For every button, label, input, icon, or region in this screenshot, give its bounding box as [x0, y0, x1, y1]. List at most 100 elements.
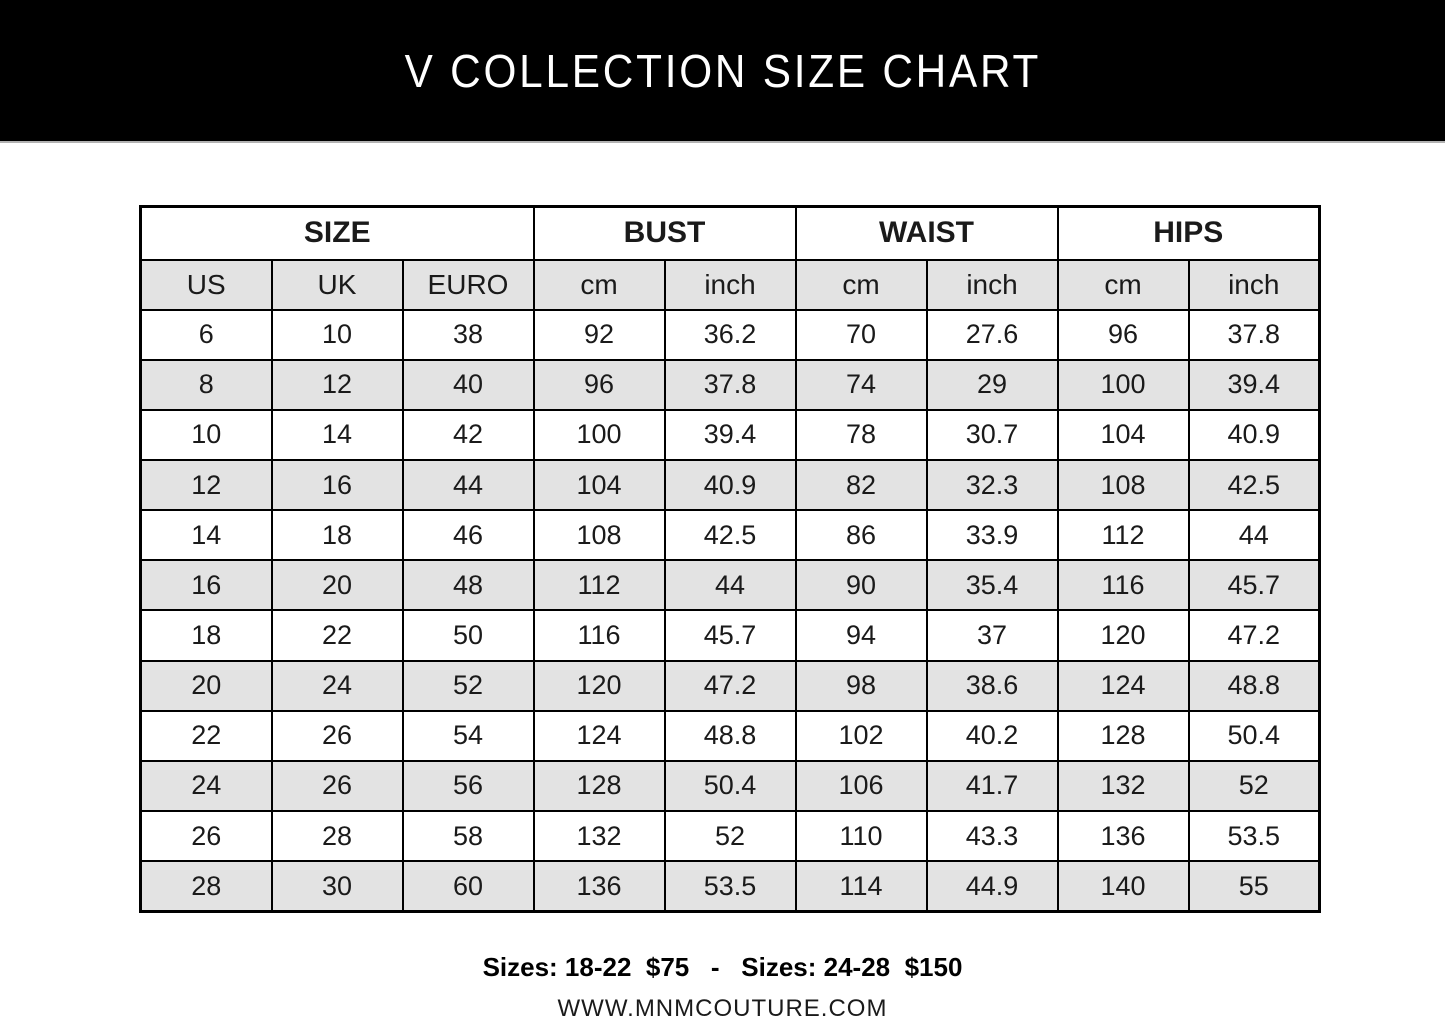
size-chart-table: SIZE BUST WAIST HIPS US UK EURO cm inch cm inch cm… — [139, 205, 1322, 913]
cell: 8 — [139, 358, 273, 411]
cell: 44 — [1187, 509, 1321, 562]
table-row: 8 12 40 96 37.8 74 29 100 39.4 — [139, 358, 1321, 411]
cell: 42.5 — [663, 509, 797, 562]
cell: 14 — [270, 408, 404, 461]
cell: 48.8 — [663, 709, 797, 762]
cell: 104 — [1056, 408, 1190, 461]
pricing-note: Sizes: 18-22 $75 - Sizes: 24-28 $150 — [482, 952, 963, 982]
cell: 48 — [401, 559, 535, 612]
cell: 18 — [270, 509, 404, 562]
cell: 45.7 — [663, 609, 797, 662]
cell: 102 — [794, 709, 928, 762]
cell: 52 — [1187, 759, 1321, 813]
cell: 94 — [794, 609, 928, 662]
column-header-6-inch: inch — [925, 258, 1059, 311]
group-header-bust: BUST — [532, 205, 797, 261]
cell: 42.5 — [1187, 458, 1321, 512]
cell: 116 — [532, 609, 666, 662]
cell: 20 — [139, 659, 273, 712]
cell: 60 — [401, 860, 535, 913]
cell: 136 — [532, 860, 666, 913]
cell: 106 — [794, 759, 928, 813]
cell: 110 — [794, 810, 928, 863]
cell: 128 — [532, 759, 666, 813]
cell: 12 — [139, 458, 273, 512]
cell: 40.9 — [1187, 408, 1321, 461]
cell: 24 — [139, 759, 273, 813]
cell: 40.2 — [925, 709, 1059, 762]
page-title: V COLLECTION SIZE CHART — [404, 44, 1041, 97]
cell: 16 — [270, 458, 404, 512]
table-row: 26 28 58 132 52 110 43.3 136 53.5 — [139, 810, 1321, 863]
cell: 38 — [401, 308, 535, 361]
cell: 44 — [401, 458, 535, 512]
cell: 112 — [1056, 509, 1190, 562]
cell: 120 — [1056, 609, 1190, 662]
cell: 104 — [532, 458, 666, 512]
group-header-size: SIZE — [139, 205, 535, 261]
cell: 47.2 — [663, 659, 797, 712]
cell: 114 — [794, 860, 928, 913]
cell: 53.5 — [663, 860, 797, 913]
cell: 39.4 — [1187, 358, 1321, 411]
cell: 37 — [925, 609, 1059, 662]
cell: 40.9 — [663, 458, 797, 512]
cell: 47.2 — [1187, 609, 1321, 662]
cell: 56 — [401, 759, 535, 813]
cell: 22 — [139, 709, 273, 762]
cell: 41.7 — [925, 759, 1059, 813]
table-row: 12 16 44 104 40.9 82 32.3 108 42.5 — [139, 458, 1321, 512]
column-header-0-us: US — [139, 258, 273, 311]
cell: 50.4 — [1187, 709, 1321, 762]
column-header-3-cm: cm — [532, 258, 666, 311]
cell: 96 — [1056, 308, 1190, 361]
cell: 48.8 — [1187, 659, 1321, 712]
table-row: 14 18 46 108 42.5 86 33.9 112 44 — [139, 509, 1321, 562]
cell: 24 — [270, 659, 404, 712]
cell: 124 — [1056, 659, 1190, 712]
cell: 6 — [139, 308, 273, 361]
cell: 10 — [270, 308, 404, 361]
cell: 22 — [270, 609, 404, 662]
group-header-hips: HIPS — [1056, 205, 1321, 261]
cell: 37.8 — [1187, 308, 1321, 361]
cell: 55 — [1187, 860, 1321, 913]
cell: 12 — [270, 358, 404, 411]
cell: 43.3 — [925, 810, 1059, 863]
title-banner: V COLLECTION SIZE CHART — [0, 0, 1445, 143]
column-header-row: US UK EURO cm inch cm inch cm inch — [139, 258, 1321, 311]
website-url: WWW.MNMCOUTURE.COM — [557, 995, 888, 1022]
cell: 116 — [1056, 559, 1190, 612]
cell: 100 — [1056, 358, 1190, 411]
column-header-1-uk: UK — [270, 258, 404, 311]
cell: 92 — [532, 308, 666, 361]
cell: 37.8 — [663, 358, 797, 411]
cell: 44.9 — [925, 860, 1059, 913]
cell: 70 — [794, 308, 928, 361]
cell: 26 — [270, 709, 404, 762]
column-header-5-cm: cm — [794, 258, 928, 311]
cell: 46 — [401, 509, 535, 562]
size-table-body: 6 10 38 92 36.2 70 27.6 96 37.8 8 12 40 96 37.8 74 29 10… — [139, 308, 1321, 913]
cell: 53.5 — [1187, 810, 1321, 863]
table-row: 28 30 60 136 53.5 114 44.9 140 55 — [139, 860, 1321, 913]
table-row: 24 26 56 128 50.4 106 41.7 132 52 — [139, 759, 1321, 813]
table-row: 18 22 50 116 45.7 94 37 120 47.2 — [139, 609, 1321, 662]
group-header-waist: WAIST — [794, 205, 1059, 261]
cell: 74 — [794, 358, 928, 411]
cell: 30 — [270, 860, 404, 913]
cell: 27.6 — [925, 308, 1059, 361]
cell: 98 — [794, 659, 928, 712]
cell: 39.4 — [663, 408, 797, 461]
table-row: 22 26 54 124 48.8 102 40.2 128 50.4 — [139, 709, 1321, 762]
cell: 45.7 — [1187, 559, 1321, 612]
cell: 36.2 — [663, 308, 797, 361]
cell: 82 — [794, 458, 928, 512]
cell: 124 — [532, 709, 666, 762]
cell: 28 — [139, 860, 273, 913]
cell: 132 — [1056, 759, 1190, 813]
column-header-4-inch: inch — [663, 258, 797, 311]
table-row: 10 14 42 100 39.4 78 30.7 104 40.9 — [139, 408, 1321, 461]
cell: 26 — [139, 810, 273, 863]
table-row: 16 20 48 112 44 90 35.4 116 45.7 — [139, 559, 1321, 612]
